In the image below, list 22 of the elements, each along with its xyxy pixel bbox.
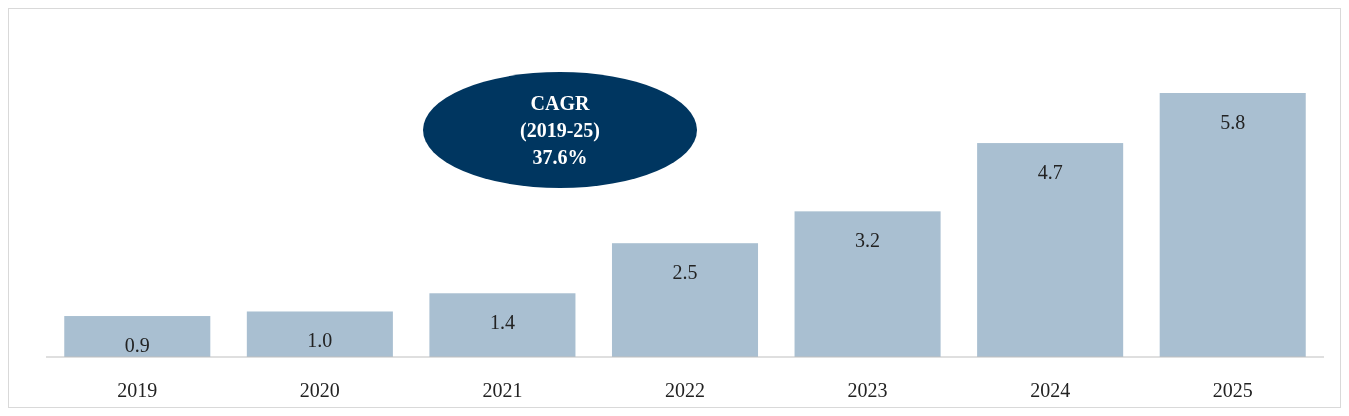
data-label: 1.4: [489, 311, 515, 334]
x-tick-label: 2025: [1212, 379, 1253, 401]
bar: [429, 293, 576, 357]
x-tick-label: 2020: [299, 379, 340, 401]
bar: [1159, 93, 1306, 357]
data-label: 0.9: [124, 334, 150, 357]
data-label: 4.7: [1037, 161, 1063, 184]
annotation: CAGR (2019-25) 37.6%: [520, 92, 600, 168]
data-label: 5.8: [1220, 111, 1246, 133]
data-label: 1.0: [307, 329, 333, 352]
x-tick-label: 2023: [847, 379, 888, 401]
bar: [246, 311, 393, 357]
bar: [794, 211, 941, 357]
x-tick-label: 2022: [665, 379, 705, 401]
data-label: 3.2: [855, 229, 881, 252]
x-tick-label: 2024: [1030, 379, 1071, 401]
bar: [611, 243, 759, 357]
bar: [977, 143, 1124, 357]
bar: [64, 316, 211, 357]
x-tick-label: 2021: [482, 379, 523, 401]
x-tick-label: 2019: [117, 379, 158, 401]
data-label: 2.5: [672, 261, 698, 284]
